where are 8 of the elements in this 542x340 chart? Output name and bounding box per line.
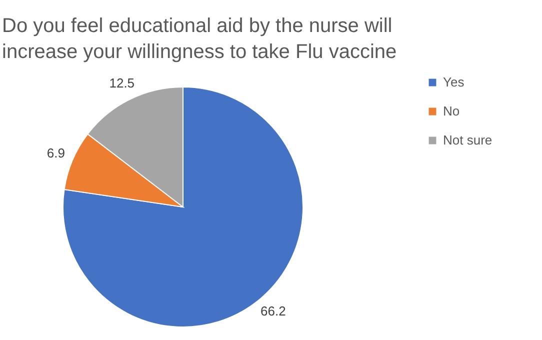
pie-slice xyxy=(62,86,304,328)
legend-label: No xyxy=(443,104,460,118)
legend-label: Yes xyxy=(443,74,465,90)
chart-title: Do you feel educational aid by the nurse will increase your willingness to take Flu vaccine xyxy=(2,15,397,63)
data-label: 66.2 xyxy=(260,303,286,318)
data-label: 6.9 xyxy=(46,145,65,160)
data-label: 12.5 xyxy=(109,75,135,90)
legend-label: Not sure xyxy=(443,132,492,148)
